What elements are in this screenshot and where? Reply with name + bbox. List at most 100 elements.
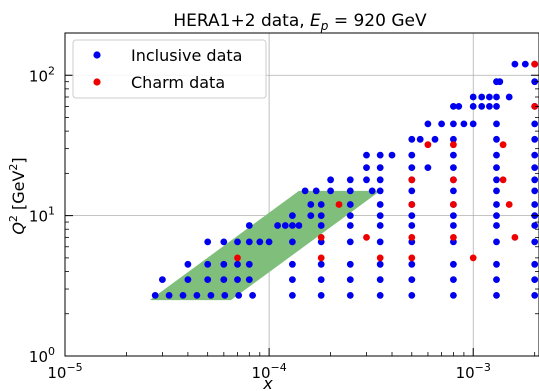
- inclusive-point-144: [496, 78, 504, 86]
- inclusive-point-11: [376, 292, 384, 299]
- y-tick-label-2: 102: [29, 64, 55, 85]
- inclusive-point-19: [220, 276, 228, 283]
- chart-title: HERA1+2 data, Ep = 920 GeV: [173, 11, 427, 33]
- inclusive-point-120: [431, 135, 439, 143]
- inclusive-point-52: [376, 238, 384, 246]
- inclusive-point-134: [478, 103, 486, 110]
- inclusive-point-87: [312, 187, 320, 195]
- inclusive-point-26: [408, 276, 416, 283]
- inclusive-point-131: [450, 103, 457, 110]
- inclusive-point-99: [376, 176, 384, 184]
- x-axis-label: x: [262, 374, 273, 391]
- inclusive-point-22: [289, 276, 296, 283]
- title-value: = 920 GeV: [328, 11, 427, 31]
- charm-point-6: [363, 234, 370, 241]
- inclusive-point-44: [220, 238, 228, 246]
- charm-point-9: [511, 234, 519, 241]
- charm-point-0: [234, 254, 241, 262]
- inclusive-point-113: [388, 151, 396, 159]
- ylabel-var: Q: [9, 222, 28, 235]
- inclusive-point-118: [408, 135, 416, 143]
- inclusive-point-12: [408, 292, 416, 299]
- inclusive-point-75: [450, 212, 457, 220]
- inclusive-point-85: [531, 201, 539, 208]
- inclusive-point-98: [363, 176, 370, 184]
- inclusive-point-33: [234, 260, 241, 268]
- inclusive-point-108: [450, 164, 457, 172]
- inclusive-point-76: [493, 212, 500, 220]
- x-tick-label-0: 10−5: [47, 361, 82, 382]
- inclusive-point-86: [301, 187, 309, 195]
- plot-frame: [64, 32, 539, 357]
- inclusive-point-51: [346, 238, 354, 246]
- charm-point-11: [408, 201, 416, 208]
- inclusive-point-49: [289, 238, 296, 246]
- charm-point-10: [335, 201, 343, 208]
- charm-point-15: [450, 176, 457, 184]
- inclusive-point-55: [493, 238, 500, 246]
- inclusive-point-28: [493, 276, 500, 283]
- kinematic-band: [149, 190, 381, 301]
- inclusive-point-17: [184, 276, 192, 283]
- inclusive-point-38: [376, 260, 384, 268]
- title-var: E: [310, 11, 321, 31]
- inclusive-point-65: [408, 222, 416, 229]
- inclusive-point-121: [450, 135, 457, 143]
- inclusive-point-110: [531, 164, 539, 172]
- y-tick-exp-0: 0: [48, 345, 55, 358]
- charm-point-19: [499, 141, 507, 149]
- x-tick-exp-0: −5: [66, 361, 82, 374]
- inclusive-point-20: [234, 276, 241, 283]
- inclusive-point-32: [220, 260, 228, 268]
- legend-label-charm: Charm data: [131, 73, 225, 92]
- legend-marker-charm: [93, 78, 101, 86]
- inclusive-point-136: [493, 103, 500, 110]
- inclusive-point-61: [295, 222, 303, 229]
- x-tick-base-2: 10: [456, 364, 475, 382]
- legend-marker-inclusive: [93, 51, 101, 59]
- inclusive-point-92: [408, 187, 416, 195]
- inclusive-point-97: [346, 176, 354, 184]
- inclusive-point-31: [204, 260, 212, 268]
- inclusive-point-138: [469, 93, 477, 101]
- inclusive-point-117: [531, 151, 539, 159]
- inclusive-point-27: [450, 276, 457, 283]
- inclusive-point-40: [450, 260, 457, 268]
- inclusive-point-72: [346, 212, 354, 220]
- inclusive-point-124: [424, 120, 432, 128]
- inclusive-point-69: [289, 212, 296, 220]
- inclusive-point-79: [317, 201, 325, 208]
- ylabel-unit-pre: [GeV: [9, 171, 28, 216]
- inclusive-point-127: [460, 120, 468, 128]
- y-tick-base-2: 10: [29, 67, 48, 85]
- charm-point-13: [505, 201, 513, 208]
- inclusive-point-80: [346, 201, 354, 208]
- inclusive-point-67: [493, 222, 500, 229]
- y-axis-label: Q2 [GeV2]: [7, 157, 28, 234]
- inclusive-point-63: [346, 222, 354, 229]
- charm-point-18: [424, 141, 432, 149]
- inclusive-point-70: [307, 212, 315, 220]
- charm-point-5: [317, 234, 325, 241]
- inclusive-point-34: [245, 260, 253, 268]
- inclusive-point-45: [234, 238, 241, 246]
- inclusive-point-114: [408, 151, 416, 159]
- inclusive-point-146: [511, 60, 519, 68]
- inclusive-point-88: [327, 187, 334, 195]
- y-tick-label-0: 100: [29, 345, 55, 366]
- inclusive-point-94: [493, 187, 500, 195]
- series-layer: [151, 60, 539, 299]
- inclusive-point-41: [493, 260, 500, 268]
- charm-point-16: [499, 176, 507, 184]
- inclusive-point-122: [493, 135, 500, 143]
- inclusive-point-116: [493, 151, 500, 159]
- inclusive-point-46: [245, 238, 253, 246]
- inclusive-point-126: [450, 120, 457, 128]
- inclusive-point-141: [493, 93, 500, 101]
- title-text: HERA1+2 data,: [173, 11, 310, 31]
- charm-point-21: [531, 60, 539, 68]
- inclusive-point-6: [235, 292, 243, 299]
- inclusive-point-112: [376, 151, 384, 159]
- inclusive-point-68: [531, 222, 539, 229]
- inclusive-point-42: [531, 260, 539, 268]
